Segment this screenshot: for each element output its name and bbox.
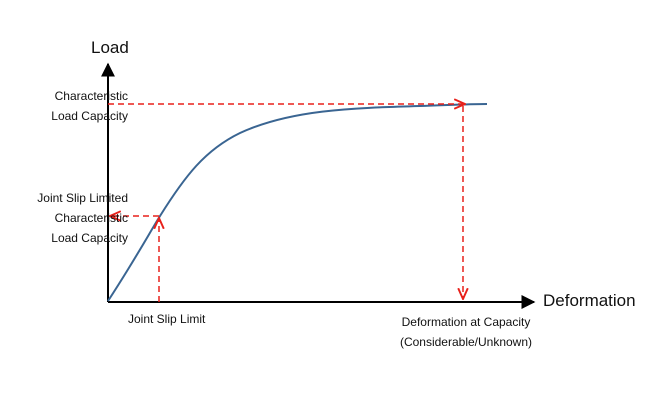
load-deformation-curve [107, 103, 488, 302]
characteristic-load-label-line: Load Capacity [51, 109, 128, 123]
deformation-at-capacity-label: Deformation at Capacity (Considerable/Un… [386, 312, 546, 352]
characteristic-load-label: Characteristic Load Capacity [51, 86, 128, 126]
x-axis-label: Deformation [543, 291, 636, 310]
y-axis-label: Load [91, 38, 129, 57]
deformation-at-capacity-label-line: (Considerable/Unknown) [399, 335, 533, 349]
joint-slip-limited-load-label: Joint Slip Limited Characteristic Load C… [37, 188, 128, 248]
joint-slip-limited-load-label-line: Load Capacity [51, 231, 128, 245]
joint-slip-limit-label: Joint Slip Limit [128, 312, 206, 326]
joint-slip-limited-load-label-line: Characteristic [54, 211, 128, 225]
joint-slip-limited-load-label-line: Joint Slip Limited [37, 191, 128, 205]
characteristic-load-label-line: Characteristic [54, 89, 128, 103]
deformation-at-capacity-label-line: Deformation at Capacity [401, 315, 531, 329]
